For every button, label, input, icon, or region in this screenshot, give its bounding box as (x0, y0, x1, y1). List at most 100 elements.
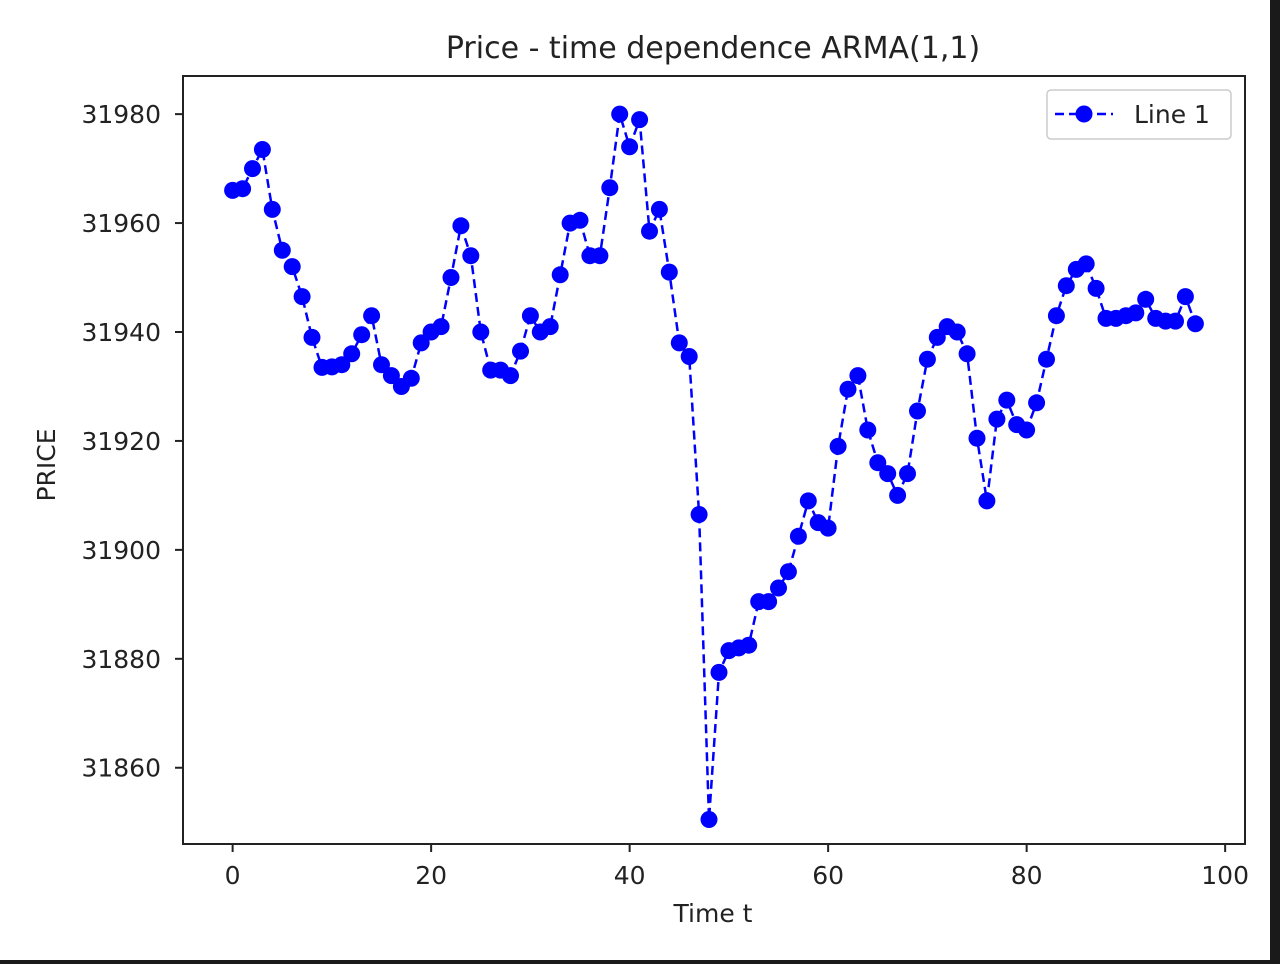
data-point (333, 356, 351, 374)
x-axis-label: Time t (673, 899, 753, 928)
data-point (1176, 288, 1194, 306)
data-point (253, 141, 271, 158)
x-tick-label: 60 (812, 861, 844, 890)
legend-marker-swatch (1075, 105, 1093, 123)
x-tick-label: 100 (1201, 861, 1249, 890)
data-point (998, 391, 1016, 409)
data-point (1077, 255, 1095, 273)
legend-label: Line 1 (1134, 100, 1210, 129)
data-point (1186, 315, 1204, 333)
data-point (521, 307, 539, 325)
data-point (909, 402, 926, 420)
plot-area (182, 75, 1246, 845)
y-tick-label: 31880 (81, 645, 161, 674)
data-point (621, 138, 639, 156)
data-point (680, 348, 698, 365)
legend: Line 1 (1046, 89, 1232, 140)
data-point (918, 350, 936, 368)
data-point (363, 307, 381, 325)
data-point (641, 222, 658, 240)
y-axis: 31860 31880 31900 31920 31940 31960 31980 (81, 100, 183, 783)
data-point (740, 636, 758, 654)
data-point (1127, 304, 1145, 322)
chart-title: Price - time dependence ARMA(1,1) (446, 31, 980, 66)
y-tick-label: 31900 (81, 536, 161, 565)
data-point (541, 318, 559, 336)
data-point (412, 334, 430, 352)
data-point (611, 105, 629, 123)
data-point (889, 486, 907, 504)
data-point (551, 266, 569, 284)
data-point (899, 465, 916, 483)
data-point (869, 454, 887, 472)
data-point (958, 345, 976, 363)
x-axis: 0 20 40 60 80 100 (225, 844, 1249, 890)
data-point (670, 334, 688, 352)
data-point (273, 241, 291, 259)
data-point (303, 328, 321, 346)
data-point (283, 258, 301, 276)
data-point (502, 367, 519, 385)
data-point (1038, 350, 1055, 368)
x-tick-label: 80 (1011, 861, 1043, 890)
data-point (402, 369, 420, 387)
data-point (452, 217, 470, 235)
data-point (799, 492, 817, 510)
x-tick-label: 40 (614, 861, 646, 890)
data-point (462, 247, 480, 265)
data-point (571, 211, 589, 229)
data-point (432, 318, 450, 336)
data-point (779, 563, 797, 581)
legend-box (1046, 89, 1232, 140)
data-point (928, 328, 946, 346)
y-tick-label: 31920 (81, 427, 161, 456)
data-point (819, 519, 837, 537)
data-point (829, 437, 847, 455)
x-tick-label: 0 (225, 861, 241, 890)
data-point (849, 367, 867, 385)
data-point (1137, 290, 1155, 308)
data-point (700, 811, 718, 828)
data-point (373, 356, 390, 374)
data-point (968, 429, 986, 447)
data-point (988, 410, 1006, 428)
data-point (770, 579, 787, 597)
data-point (879, 465, 897, 483)
data-point (1167, 312, 1184, 330)
data-point (1087, 279, 1105, 297)
data-point (1047, 307, 1065, 325)
data-point (382, 367, 400, 385)
data-point (948, 323, 966, 341)
data-point (263, 200, 281, 218)
data-point (244, 160, 261, 178)
data-point (839, 380, 857, 398)
data-point (650, 200, 668, 218)
data-point (512, 342, 529, 360)
data-point (631, 111, 649, 129)
data-point (343, 345, 361, 363)
data-point (660, 263, 678, 281)
data-point (293, 288, 311, 306)
y-tick-label: 31940 (81, 318, 161, 347)
data-point (591, 247, 609, 265)
y-axis-label: PRICE (32, 428, 61, 501)
data-point (1028, 394, 1046, 412)
data-point (1018, 421, 1036, 439)
data-point (690, 506, 708, 523)
data-point (601, 179, 619, 197)
series-layer (224, 105, 1204, 828)
data-point (1057, 277, 1075, 295)
data-point (710, 663, 728, 681)
y-tick-label: 31860 (81, 754, 161, 783)
data-point (859, 421, 877, 439)
data-point (789, 527, 807, 545)
data-point (353, 326, 371, 344)
y-tick-label: 31980 (81, 100, 161, 129)
data-point (234, 180, 252, 198)
data-point (442, 269, 460, 286)
data-point (760, 593, 778, 611)
data-point (472, 323, 490, 341)
data-point (978, 492, 996, 510)
